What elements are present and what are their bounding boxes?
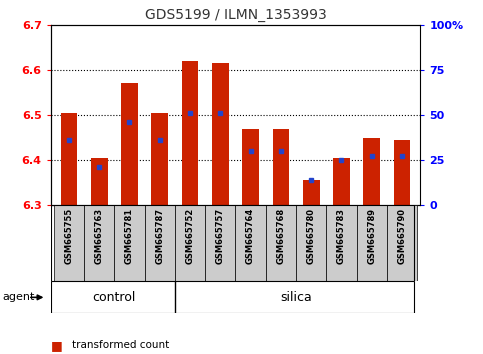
Bar: [333, 158, 350, 205]
Bar: [296, 205, 327, 281]
Bar: [151, 113, 168, 205]
Text: GSM665790: GSM665790: [398, 207, 407, 264]
Text: ■: ■: [51, 339, 62, 352]
Bar: [114, 205, 144, 281]
Text: GSM665768: GSM665768: [276, 207, 285, 264]
Text: GSM665780: GSM665780: [307, 207, 316, 264]
Text: GSM665755: GSM665755: [64, 207, 73, 264]
Text: control: control: [93, 291, 136, 304]
Bar: [54, 205, 84, 281]
Text: GSM665763: GSM665763: [95, 207, 104, 264]
Bar: [327, 205, 356, 281]
Bar: [60, 113, 77, 205]
Bar: [303, 181, 320, 205]
Bar: [144, 205, 175, 281]
Text: ■: ■: [51, 353, 62, 354]
Bar: [91, 158, 108, 205]
Bar: [266, 205, 296, 281]
Text: silica: silica: [280, 291, 312, 304]
Text: agent: agent: [2, 292, 35, 302]
Bar: [182, 61, 199, 205]
Bar: [175, 205, 205, 281]
Bar: [387, 205, 417, 281]
Text: GSM665752: GSM665752: [185, 207, 195, 264]
Text: GSM665781: GSM665781: [125, 207, 134, 264]
Bar: [84, 205, 114, 281]
Bar: [363, 138, 380, 205]
Text: GSM665783: GSM665783: [337, 207, 346, 264]
Bar: [242, 129, 259, 205]
Bar: [212, 63, 228, 205]
Text: GSM665789: GSM665789: [367, 207, 376, 264]
Bar: [236, 205, 266, 281]
Bar: [205, 205, 236, 281]
Text: GSM665757: GSM665757: [216, 207, 225, 264]
Bar: [121, 84, 138, 205]
Bar: [356, 205, 387, 281]
Text: GSM665787: GSM665787: [155, 207, 164, 264]
Bar: [394, 140, 411, 205]
Bar: [272, 129, 289, 205]
Text: transformed count: transformed count: [72, 340, 170, 350]
Text: GSM665764: GSM665764: [246, 207, 255, 264]
Title: GDS5199 / ILMN_1353993: GDS5199 / ILMN_1353993: [144, 8, 327, 22]
